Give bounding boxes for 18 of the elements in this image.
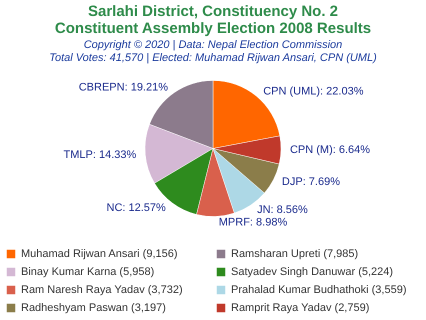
legend-label: Satyadev Singh Danuwar (5,224): [231, 266, 394, 278]
legend-label: Muhamad Rijwan Ansari (9,156): [21, 248, 178, 260]
legend-label: Prahalad Kumar Budhathoki (3,559): [231, 284, 406, 296]
legend-label: Radheshyam Paswan (3,197): [21, 302, 166, 314]
chart-subtitle: Copyright © 2020 | Data: Nepal Election Commission Total Votes: 41,570 | Elected: Muhamad Rijwan Ansari, CPN (UML): [49, 39, 378, 64]
data-label: NC: 12.57%: [106, 202, 166, 214]
legend-label: Ramprit Raya Yadav (2,759): [231, 302, 370, 314]
data-label: DJP: 7.69%: [282, 176, 340, 188]
data-label: CPN (UML): 22.03%: [263, 86, 364, 98]
data-label: TMLP: 14.33%: [64, 148, 136, 161]
chart-title: Sarlahi District, Constituency No. 2 Constituent Assembly Election 2008 Results: [54, 3, 372, 37]
legend-label: Ramsharan Upreti (7,985): [231, 248, 358, 260]
data-label: MPRF: 8.98%: [218, 216, 288, 228]
data-label: JN: 8.56%: [257, 204, 308, 216]
data-label: CPN (M): 6.64%: [290, 144, 370, 156]
legend-label: Ram Naresh Raya Yadav (3,732): [21, 284, 183, 296]
data-label: CBREPN: 19.21%: [78, 82, 168, 94]
legend-label: Binay Kumar Karna (5,958): [21, 266, 154, 278]
